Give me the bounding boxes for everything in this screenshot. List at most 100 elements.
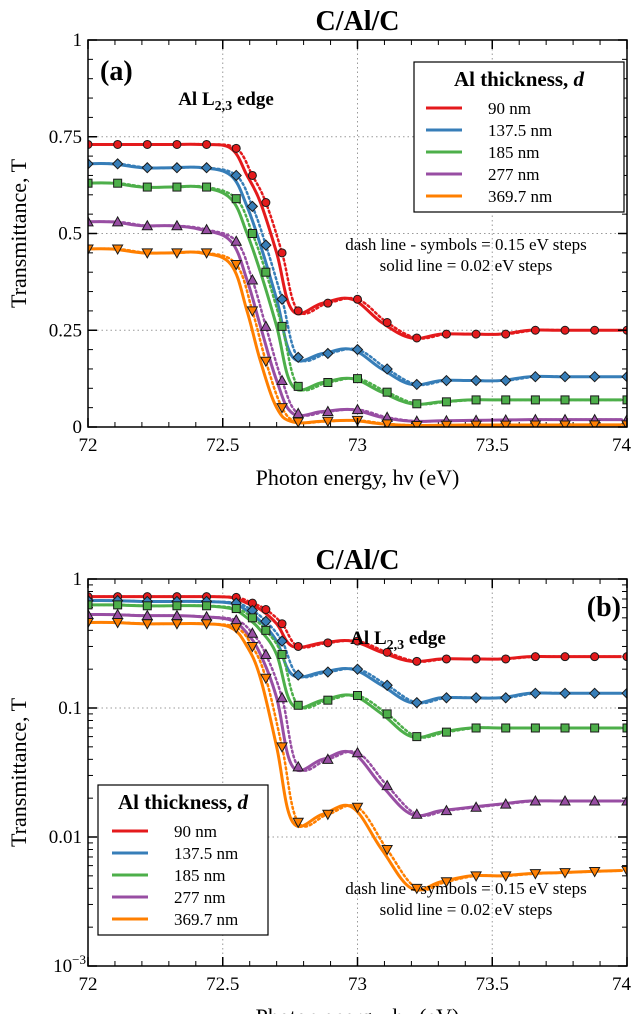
data-point	[323, 298, 333, 308]
legend-entry: 369.7 nm	[174, 910, 238, 929]
data-point	[529, 869, 542, 880]
y-tick-label: 10−3	[53, 952, 86, 977]
data-point	[530, 395, 540, 405]
data-point	[381, 679, 393, 691]
data-point	[276, 293, 288, 305]
edge-label-subscript: 2,3	[387, 638, 405, 653]
data-point	[530, 652, 540, 662]
annotation-line-1: dash line - symbols = 0.15 eV steps	[345, 879, 587, 898]
data-point	[231, 194, 241, 204]
legend-box	[97, 784, 269, 936]
axis-ticks: 72 72.5 73 73.5 74 0 0.25 0.5 0.75 1	[49, 30, 632, 456]
legend-title: Al thickness, d	[454, 67, 585, 91]
x-tick-label: 73	[348, 974, 367, 995]
x-tick-label: 74	[612, 974, 632, 995]
data-point	[292, 417, 305, 427]
data-point	[411, 696, 423, 709]
y-tick-label: 0.25	[49, 320, 82, 341]
series-277-nm	[88, 215, 627, 426]
data-point	[501, 723, 511, 733]
data-point	[247, 170, 257, 180]
edge-label-main: Al L	[350, 628, 386, 649]
annotation-line-2: solid line = 0.02 eV steps	[380, 900, 553, 919]
legend: Al thickness, d 90 nm 137.5 nm 185 nm 277 nm…	[97, 784, 269, 936]
data-point	[471, 723, 481, 733]
data-point	[588, 370, 601, 383]
data-point	[231, 143, 241, 153]
data-point	[111, 215, 124, 227]
data-point	[322, 416, 334, 427]
data-point	[441, 654, 451, 664]
data-point	[353, 636, 362, 646]
data-point	[200, 619, 213, 630]
data-point	[471, 329, 481, 339]
legend-entry: 185 nm	[174, 866, 225, 885]
data-point	[530, 723, 540, 733]
data-point	[200, 162, 213, 174]
data-point	[529, 420, 542, 427]
panel-label: (b)	[587, 592, 621, 623]
data-point	[247, 229, 257, 238]
data-point	[246, 200, 259, 213]
data-point	[141, 248, 154, 259]
data-point	[499, 420, 512, 427]
data-point	[260, 648, 272, 659]
data-point	[529, 795, 542, 806]
data-point	[261, 605, 271, 615]
data-point	[500, 692, 512, 704]
data-point	[246, 627, 259, 638]
data-point	[499, 871, 512, 882]
data-point	[351, 802, 364, 814]
x-tick-label: 73.5	[476, 974, 509, 995]
data-point	[410, 420, 423, 427]
data-point	[246, 641, 259, 653]
data-point	[111, 158, 124, 170]
y-tick-label: 0	[73, 417, 83, 438]
series-369.7-nm	[88, 618, 627, 895]
data-point	[440, 374, 453, 387]
data-point	[382, 318, 392, 328]
data-point	[172, 601, 182, 611]
data-point	[559, 687, 571, 700]
y-axis-title: Transmittance, T	[6, 697, 31, 847]
data-point	[142, 601, 152, 611]
x-tick-label: 72	[79, 974, 98, 995]
data-point	[411, 378, 423, 391]
legend-title-var: d	[238, 790, 249, 814]
data-point	[382, 709, 392, 719]
data-point	[381, 363, 393, 375]
data-point	[588, 420, 601, 427]
data-point	[246, 306, 259, 317]
legend-box	[413, 61, 625, 213]
data-point	[559, 795, 571, 806]
legend-title-main: Al thickness,	[454, 67, 574, 91]
data-point	[276, 691, 288, 703]
data-point	[260, 239, 272, 251]
legend-entry: 137.5 nm	[488, 121, 552, 140]
data-point	[260, 673, 272, 685]
data-point	[410, 808, 423, 819]
data-point	[230, 259, 243, 271]
data-point	[323, 638, 333, 648]
data-point	[470, 801, 482, 812]
data-point	[440, 692, 453, 704]
data-point	[247, 613, 257, 623]
y-tick-exponent: −3	[72, 952, 86, 967]
data-point	[322, 405, 334, 417]
data-point	[622, 395, 627, 405]
data-point	[230, 235, 243, 246]
legend-entry: 90 nm	[174, 822, 217, 841]
data-point	[441, 329, 451, 339]
data-point	[351, 746, 364, 758]
y-tick-label: 1	[73, 30, 83, 51]
legend-entry: 185 nm	[488, 143, 539, 162]
edge-label-tail: edge	[404, 628, 446, 649]
data-point	[590, 395, 600, 405]
legend-entry: 137.5 nm	[174, 844, 238, 863]
data-point	[590, 723, 600, 733]
data-point	[292, 817, 305, 829]
data-point	[322, 666, 334, 678]
data-point	[142, 182, 152, 192]
data-point	[111, 618, 124, 629]
data-point	[292, 760, 305, 772]
